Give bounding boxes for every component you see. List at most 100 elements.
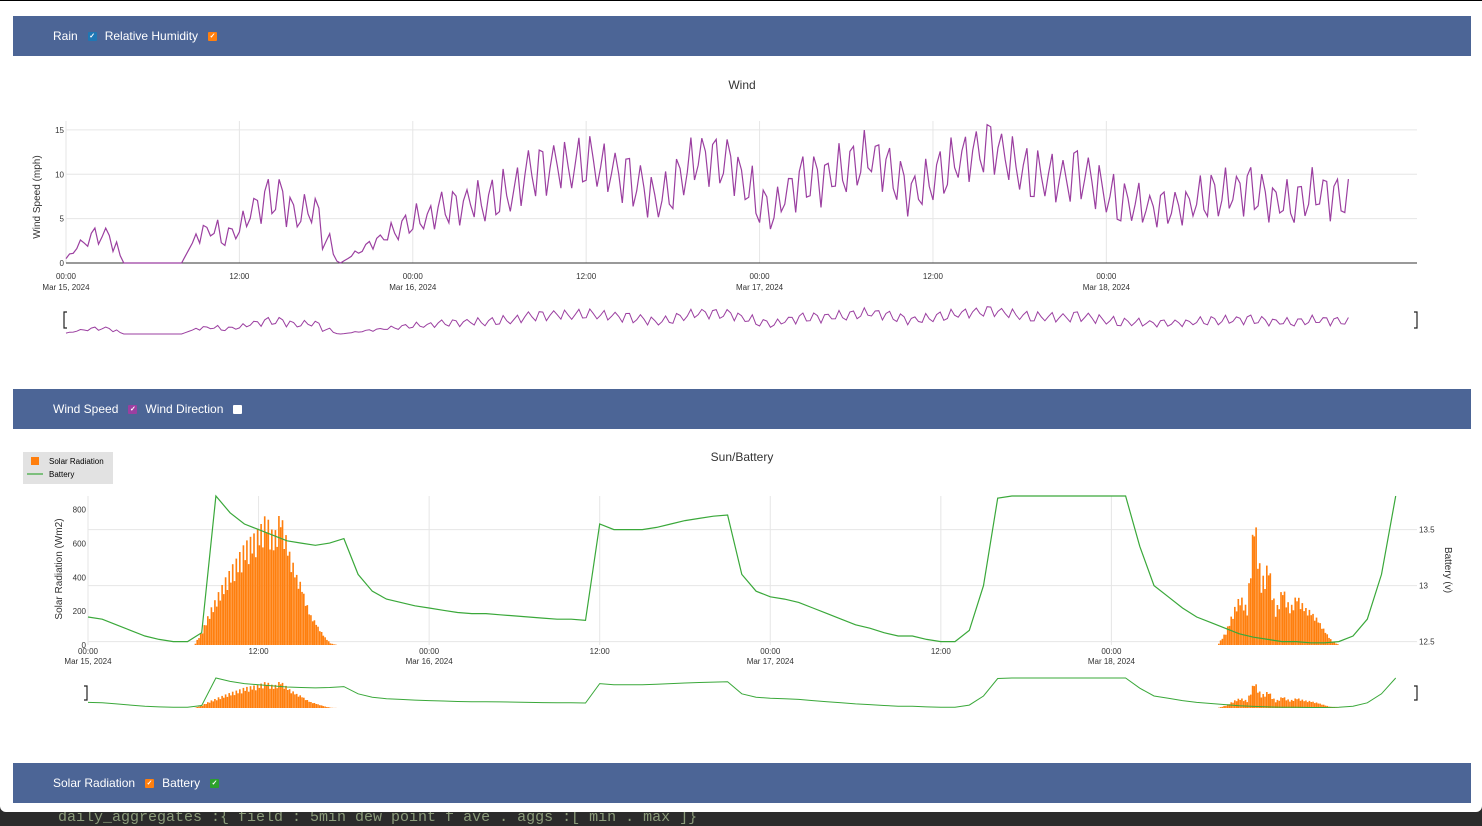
mini-bar-solar-radiation (230, 695, 232, 708)
bar-solar-radiation (330, 643, 332, 645)
mini-bar-solar-radiation (202, 706, 204, 708)
bar-solar-radiation (1257, 569, 1259, 645)
bar-solar-radiation (1302, 603, 1304, 645)
bar-solar-radiation (266, 533, 268, 645)
toggle-label: Solar Radiation (53, 776, 135, 790)
checkbox-empty-icon[interactable] (233, 405, 242, 414)
toggle-solar-radiation[interactable]: Solar Radiation ✓ (53, 776, 154, 790)
bar-solar-radiation (241, 572, 243, 645)
bar-solar-radiation (1252, 535, 1254, 645)
mini-bar-solar-radiation (1262, 694, 1264, 708)
bar-solar-radiation (301, 592, 303, 645)
bar-solar-radiation (289, 552, 291, 645)
mini-bar-solar-radiation (225, 694, 227, 708)
bar-solar-radiation (1291, 605, 1293, 645)
bar-solar-radiation (1255, 527, 1257, 645)
bar-solar-radiation (202, 633, 204, 645)
legend: Solar Radiation Battery (23, 452, 113, 484)
mini-bar-solar-radiation (291, 693, 293, 708)
bar-solar-radiation (257, 529, 259, 645)
toggle-label: Wind Speed (53, 402, 118, 416)
mini-bar-solar-radiation (307, 700, 309, 708)
bar-solar-radiation (268, 520, 270, 645)
bar-solar-radiation (228, 571, 230, 645)
mini-bar-solar-radiation (326, 707, 328, 708)
bar-solar-radiation (234, 581, 236, 645)
bar-solar-radiation (328, 641, 330, 645)
y-tick-label: 800 (73, 506, 87, 515)
x-tick-label: 12:00 (590, 647, 611, 656)
check-icon[interactable]: ✓ (128, 405, 137, 414)
mini-bar-solar-radiation (260, 684, 262, 708)
mini-bar-solar-radiation (1254, 686, 1256, 708)
bracket-handle-icon[interactable] (1414, 686, 1417, 700)
bracket-handle-icon[interactable] (1414, 312, 1417, 328)
x-tick-date: Mar 17, 2024 (736, 283, 784, 292)
mini-bar-solar-radiation (244, 691, 246, 708)
mini-bar-solar-radiation (241, 693, 243, 708)
bracket-handle-icon[interactable] (64, 312, 67, 328)
bar-solar-radiation (204, 625, 206, 645)
toggle-battery[interactable]: Battery ✓ (162, 776, 219, 790)
bar-solar-radiation (1287, 602, 1289, 645)
mini-bar-solar-radiation (1252, 686, 1254, 708)
toggle-rain[interactable]: Rain ✓ (53, 29, 97, 43)
toggle-wind-speed[interactable]: Wind Speed ✓ (53, 402, 137, 416)
bar-solar-radiation (1289, 613, 1291, 645)
series-line-wind-speed (66, 125, 1348, 263)
mini-bar-solar-radiation (211, 700, 213, 708)
mini-bar-solar-radiation (248, 692, 250, 708)
bar-solar-radiation (1284, 592, 1286, 645)
bar-solar-radiation (1261, 593, 1263, 645)
x-tick-label: 00:00 (403, 272, 424, 281)
bar-solar-radiation (216, 607, 218, 645)
mini-bar-solar-radiation (1282, 698, 1284, 708)
mini-bar-solar-radiation (1243, 701, 1245, 708)
chart-title: Sun/Battery (711, 450, 774, 464)
bar-solar-radiation (243, 545, 245, 645)
bar-solar-radiation (212, 612, 214, 645)
toggle-wind-direction[interactable]: Wind Direction (145, 402, 242, 416)
toggle-label: Battery (162, 776, 200, 790)
bar-solar-radiation (294, 577, 296, 645)
bar-solar-radiation (283, 549, 285, 645)
bar-solar-radiation (287, 556, 289, 645)
check-icon[interactable]: ✓ (208, 32, 217, 41)
range-selector[interactable] (64, 307, 1417, 334)
toggle-relative-humidity[interactable]: Relative Humidity ✓ (105, 29, 217, 43)
mini-bar-solar-radiation (255, 690, 257, 708)
mini-bar-solar-radiation (1291, 700, 1293, 708)
bar-solar-radiation (253, 533, 255, 645)
mini-bar-solar-radiation (198, 707, 200, 708)
mini-bar-solar-radiation (1296, 699, 1298, 708)
bar-solar-radiation (271, 530, 273, 646)
bar-solar-radiation (1305, 608, 1307, 645)
bar-solar-radiation (252, 554, 254, 646)
check-icon[interactable]: ✓ (145, 779, 154, 788)
mini-bar-solar-radiation (228, 693, 230, 708)
bar-solar-radiation (1278, 609, 1280, 645)
mini-bar-solar-radiation (1255, 684, 1257, 708)
bar-solar-radiation (214, 600, 216, 645)
check-icon[interactable]: ✓ (210, 779, 219, 788)
bracket-handle-icon[interactable] (84, 686, 87, 700)
mini-bar-solar-radiation (1298, 699, 1300, 709)
mini-bar-solar-radiation (252, 690, 254, 708)
mini-bar-solar-radiation (221, 696, 223, 708)
bar-solar-radiation (232, 564, 234, 645)
mini-bar-solar-radiation (1257, 693, 1259, 708)
range-selector[interactable] (84, 678, 1417, 708)
mini-bar-solar-radiation (214, 699, 216, 708)
x-tick-label: 00:00 (1096, 272, 1117, 281)
bar-solar-radiation (260, 524, 262, 645)
check-icon[interactable]: ✓ (88, 32, 97, 41)
mini-bar-solar-radiation (294, 694, 296, 708)
y-tick-label: 15 (55, 126, 64, 135)
range-selector-line (66, 307, 1348, 334)
